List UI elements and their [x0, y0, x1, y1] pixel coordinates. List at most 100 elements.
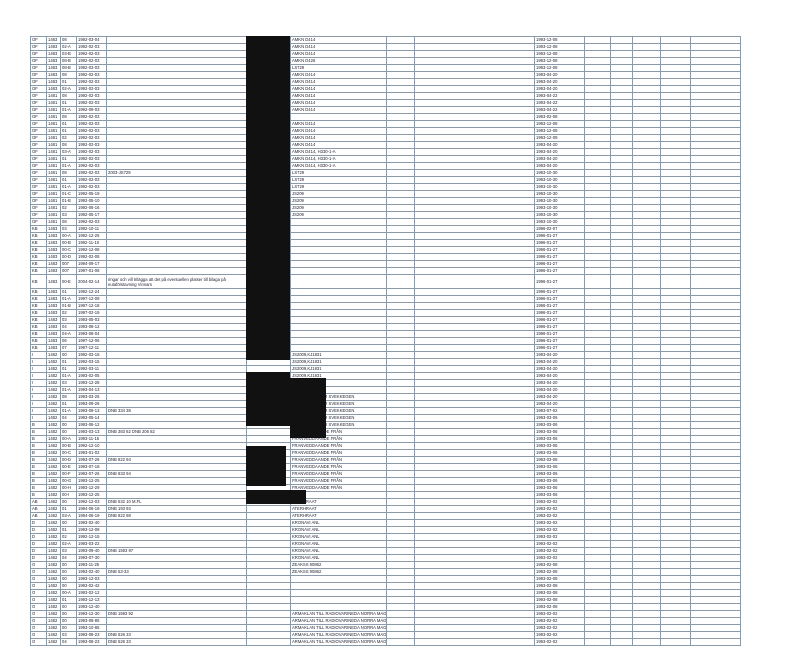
table-cell	[660, 218, 691, 226]
redaction	[246, 490, 306, 504]
table-cell	[414, 435, 535, 443]
table-cell: OF	[30, 218, 47, 226]
table-cell: 1993-02-02	[534, 519, 585, 527]
table-cell: 1993-02-02	[534, 638, 585, 646]
table-cell	[106, 309, 247, 317]
table-cell	[290, 218, 387, 226]
table-cell: 1993-04-20	[534, 358, 585, 366]
table-cell: 1482	[46, 407, 61, 415]
table-cell	[106, 582, 247, 590]
table-cell	[386, 463, 415, 471]
table-cell	[106, 421, 247, 429]
table-cell: B	[30, 428, 47, 436]
table-cell: I	[30, 351, 47, 359]
table-cell	[610, 232, 633, 240]
table-cell	[584, 442, 611, 450]
table-cell: 1992-03-15	[76, 351, 107, 359]
table-cell: 1482	[46, 547, 61, 555]
table-cell	[690, 575, 741, 583]
table-cell	[290, 344, 387, 352]
table-cell	[246, 575, 291, 583]
table-cell	[610, 505, 633, 513]
table-cell	[690, 141, 741, 149]
table-cell	[290, 575, 387, 583]
table-row: KB 1483 04 1993-08-12 1996-01-27	[30, 323, 741, 331]
table-cell	[246, 638, 291, 646]
table-cell	[610, 442, 633, 450]
table-cell	[660, 64, 691, 72]
table-cell: 1996-01-27	[534, 274, 585, 289]
table-cell: 1481	[46, 99, 61, 107]
table-cell: 1993-03-06	[534, 470, 585, 478]
table-cell	[106, 603, 247, 611]
table-cell	[690, 449, 741, 457]
table-cell	[386, 400, 415, 408]
table-cell	[690, 176, 741, 184]
table-cell	[584, 43, 611, 51]
table-cell: 1993-02-12	[76, 589, 107, 597]
table-cell	[414, 421, 535, 429]
table-body: OF 1483 08 1992-03-04 AMKN D414 1993-12-08 OF 1…	[30, 36, 741, 646]
table-cell: 1992-05-19	[76, 190, 107, 198]
table-cell	[610, 134, 633, 142]
table-cell: 01	[60, 155, 77, 163]
table-cell	[584, 561, 611, 569]
table-cell	[632, 596, 661, 604]
table-row: KB 1483 01-B 1997-12-18 1996-01-27	[30, 302, 741, 310]
table-cell	[386, 533, 415, 541]
table-cell: 1993-04-20	[534, 365, 585, 373]
table-cell	[584, 589, 611, 597]
table-cell: AMKN D414	[290, 141, 387, 149]
table-cell: 1996-01-27	[534, 344, 585, 352]
table-cell: OF	[30, 64, 47, 72]
table-cell	[386, 638, 415, 646]
table-cell	[632, 421, 661, 429]
table-cell	[106, 141, 247, 149]
table-cell: 1993-12-08	[534, 127, 585, 135]
table-cell	[690, 183, 741, 191]
table-cell	[414, 155, 535, 163]
table-cell	[690, 113, 741, 121]
table-cell	[584, 610, 611, 618]
table-cell: OF	[30, 71, 47, 79]
table-cell: 02-A	[60, 85, 77, 93]
table-cell	[414, 379, 535, 387]
table-cell: 1992-02-03	[76, 148, 107, 156]
table-cell	[690, 218, 741, 226]
table-cell	[632, 50, 661, 58]
table-cell	[584, 400, 611, 408]
table-row: OF 1483 01 1992-02-03 AMKN D414 1993-04-20	[30, 78, 741, 86]
table-cell	[660, 330, 691, 338]
table-cell: 1482	[46, 351, 61, 359]
table-cell: 1997-12-06	[76, 337, 107, 345]
table-cell: 1993-12-08	[534, 57, 585, 65]
table-cell	[610, 428, 633, 436]
table-cell	[610, 169, 633, 177]
table-cell: 01	[60, 288, 77, 296]
table-cell: O	[30, 582, 47, 590]
table-cell: 01-A	[60, 183, 77, 191]
table-row: KB 1483 00-E 2004-02-14 ringar och vill tril…	[30, 274, 741, 289]
table-cell	[386, 141, 415, 149]
table-cell: 1482	[46, 428, 61, 436]
table-row: D 1482 01 1993-12-08 KRONAVI ANL 1993-02-02	[30, 526, 741, 534]
table-cell: 1993-04-20	[534, 393, 585, 401]
table-cell	[632, 603, 661, 611]
table-cell	[386, 421, 415, 429]
table-cell: 04	[60, 414, 77, 422]
table-cell	[610, 470, 633, 478]
table-cell: 1482	[46, 526, 61, 534]
table-cell: AMKN D414	[290, 92, 387, 100]
table-cell	[660, 155, 691, 163]
table-cell: ATERHRAAT	[290, 505, 387, 513]
table-cell	[632, 582, 661, 590]
table-cell: B	[30, 470, 47, 478]
table-cell	[690, 253, 741, 261]
table-cell	[660, 638, 691, 646]
table-cell	[660, 596, 691, 604]
table-cell: 1482	[46, 603, 61, 611]
table-cell	[690, 344, 741, 352]
table-cell	[690, 442, 741, 450]
table-cell	[106, 533, 247, 541]
table-cell	[660, 372, 691, 380]
